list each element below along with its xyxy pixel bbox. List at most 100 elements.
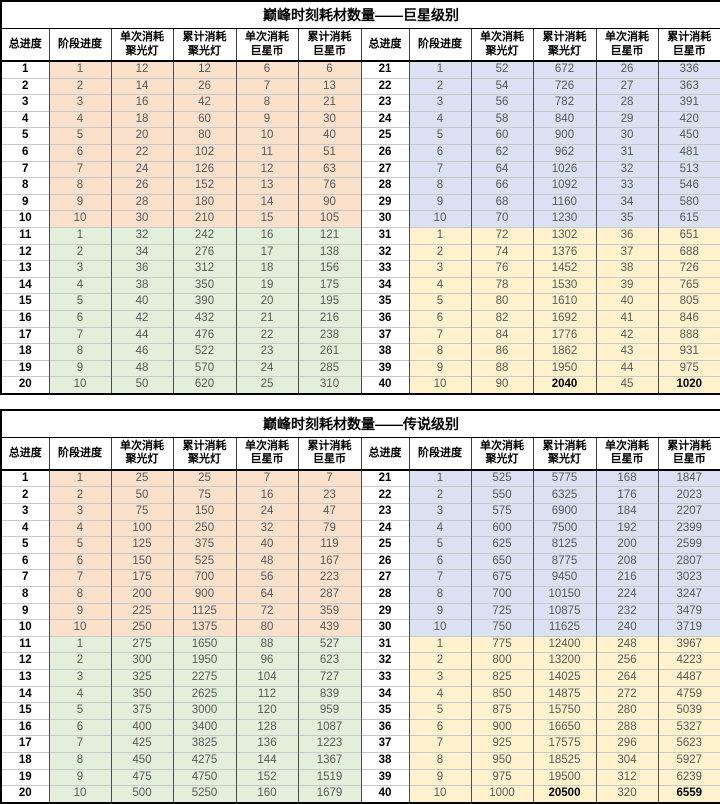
value-cell: 439 <box>297 619 361 637</box>
table-row: 7 7 24 126 12 63 27 7 64 1026 32 513 <box>1 160 720 178</box>
value-cell: 13200 <box>532 652 596 670</box>
progress-cell: 35 <box>360 702 409 720</box>
value-cell: 6 <box>297 61 361 79</box>
progress-cell: 8 <box>1 586 49 604</box>
value-cell: 9450 <box>532 569 596 587</box>
table-row: 12 2 300 1950 96 623 32 2 800 13200 256 4223 <box>1 652 720 670</box>
value-cell: 550 <box>470 486 533 504</box>
value-cell: 19 <box>235 276 298 294</box>
value-cell: 285 <box>297 359 361 377</box>
value-cell: 765 <box>657 276 720 294</box>
table-row: 14 4 350 2625 112 839 34 4 850 14875 272 4759 <box>1 685 720 703</box>
table-row: 1 1 25 25 7 7 21 1 525 5775 168 1847 <box>1 469 720 487</box>
value-cell: 805 <box>657 293 720 311</box>
progress-cell: 10 <box>1 619 49 637</box>
table-row: 2 2 14 26 7 13 22 2 54 726 27 363 <box>1 77 720 95</box>
value-cell: 800 <box>470 652 533 670</box>
value-cell: 4275 <box>172 751 236 770</box>
value-cell: 1230 <box>532 210 596 228</box>
value-cell: 14875 <box>532 685 596 703</box>
value-cell: 5775 <box>532 469 596 487</box>
progress-cell: 12 <box>1 243 49 261</box>
table-row: 20 10 50 620 25 310 40 10 90 2040 45 1020 <box>1 376 720 394</box>
value-cell: 44 <box>595 359 658 377</box>
value-cell: 88 <box>235 635 298 653</box>
value-cell: 546 <box>657 177 720 195</box>
progress-cell: 2 <box>1 77 49 95</box>
value-cell: 675 <box>470 569 533 587</box>
value-cell: 296 <box>595 735 658 753</box>
value-cell: 8125 <box>532 536 596 554</box>
value-cell: 51 <box>297 143 361 162</box>
value-cell: 359 <box>297 602 361 620</box>
value-cell: 425 <box>110 735 173 753</box>
table-row: 19 9 475 4750 152 1519 39 9 975 19500 312 6239 <box>1 768 720 786</box>
value-cell: 27 <box>595 77 658 95</box>
value-cell: 47 <box>297 503 361 521</box>
value-cell: 31 <box>595 143 658 162</box>
value-cell: 10 <box>408 210 471 228</box>
column-header-cumulative-spotlight: 累计消耗 聚光灯 <box>532 437 596 471</box>
value-cell: 224 <box>595 586 658 604</box>
value-cell: 10 <box>408 376 471 394</box>
value-cell: 16 <box>110 94 173 112</box>
value-cell: 2207 <box>657 503 720 521</box>
value-cell: 17575 <box>532 735 596 753</box>
value-cell: 9 <box>235 110 298 128</box>
value-cell: 5327 <box>657 718 720 736</box>
value-cell: 40 <box>110 293 173 311</box>
value-cell: 1650 <box>172 635 236 653</box>
table-row: 5 5 20 80 10 40 25 5 60 900 30 450 <box>1 127 720 145</box>
progress-cell: 15 <box>1 293 49 311</box>
value-cell: 900 <box>470 718 533 736</box>
progress-cell: 32 <box>360 652 409 670</box>
progress-cell: 16 <box>1 718 49 736</box>
value-cell: 238 <box>297 326 361 344</box>
value-cell: 1125 <box>172 602 236 620</box>
value-cell: 56 <box>470 94 533 112</box>
value-cell: 3 <box>408 260 471 278</box>
value-cell: 2 <box>48 77 111 95</box>
column-header-single-spotlight: 单次消耗 聚光灯 <box>110 437 173 471</box>
value-cell: 42 <box>595 326 658 344</box>
value-cell: 38 <box>595 260 658 278</box>
value-cell: 5 <box>408 702 471 720</box>
value-cell: 104 <box>235 669 298 687</box>
value-cell: 4759 <box>657 685 720 703</box>
table-title: 巅峰时刻耗材数量——巨星级别 <box>1 1 720 29</box>
value-cell: 250 <box>110 619 173 637</box>
progress-cell: 38 <box>360 751 409 770</box>
progress-cell: 25 <box>360 536 409 554</box>
progress-cell: 6 <box>1 143 49 162</box>
legend-tier-table: 巅峰时刻耗材数量——传说级别 总进度 阶段进度 单次消耗 聚光灯 累计消耗 聚光… <box>0 408 720 804</box>
value-cell: 20 <box>235 293 298 311</box>
value-cell: 3825 <box>172 735 236 753</box>
value-cell: 280 <box>595 702 658 720</box>
column-header-cumulative-coin: 累计消耗 巨星币 <box>657 437 720 471</box>
progress-cell: 17 <box>1 735 49 753</box>
value-cell: 88 <box>470 359 533 377</box>
table-body: 1 1 12 12 6 6 21 1 52 672 26 336 2 2 14 26 7 13 22 2 54 726 27… <box>1 61 720 394</box>
value-cell: 6 <box>48 143 111 162</box>
value-cell: 6 <box>408 718 471 736</box>
value-cell: 176 <box>595 486 658 504</box>
value-cell: 3247 <box>657 586 720 604</box>
value-cell: 240 <box>595 619 658 637</box>
value-cell: 846 <box>657 309 720 327</box>
value-cell: 156 <box>297 260 361 278</box>
progress-cell: 34 <box>360 685 409 703</box>
value-cell: 32 <box>595 160 658 178</box>
title-row: 巅峰时刻耗材数量——传说级别 <box>1 409 720 438</box>
value-cell: 6 <box>235 61 298 79</box>
value-cell: 700 <box>172 569 236 587</box>
progress-cell: 16 <box>1 309 49 327</box>
value-cell: 180 <box>172 193 236 211</box>
value-cell: 900 <box>172 586 236 604</box>
table-row: 19 9 48 570 24 285 39 9 88 1950 44 975 <box>1 359 720 377</box>
table-row: 17 7 44 476 22 238 37 7 84 1776 42 888 <box>1 326 720 344</box>
value-cell: 580 <box>657 193 720 211</box>
table-row: 18 8 450 4275 144 1367 38 8 950 18525 304 5927 <box>1 751 720 770</box>
value-cell: 3000 <box>172 702 236 720</box>
value-cell: 90 <box>297 193 361 211</box>
value-cell: 570 <box>172 359 236 377</box>
